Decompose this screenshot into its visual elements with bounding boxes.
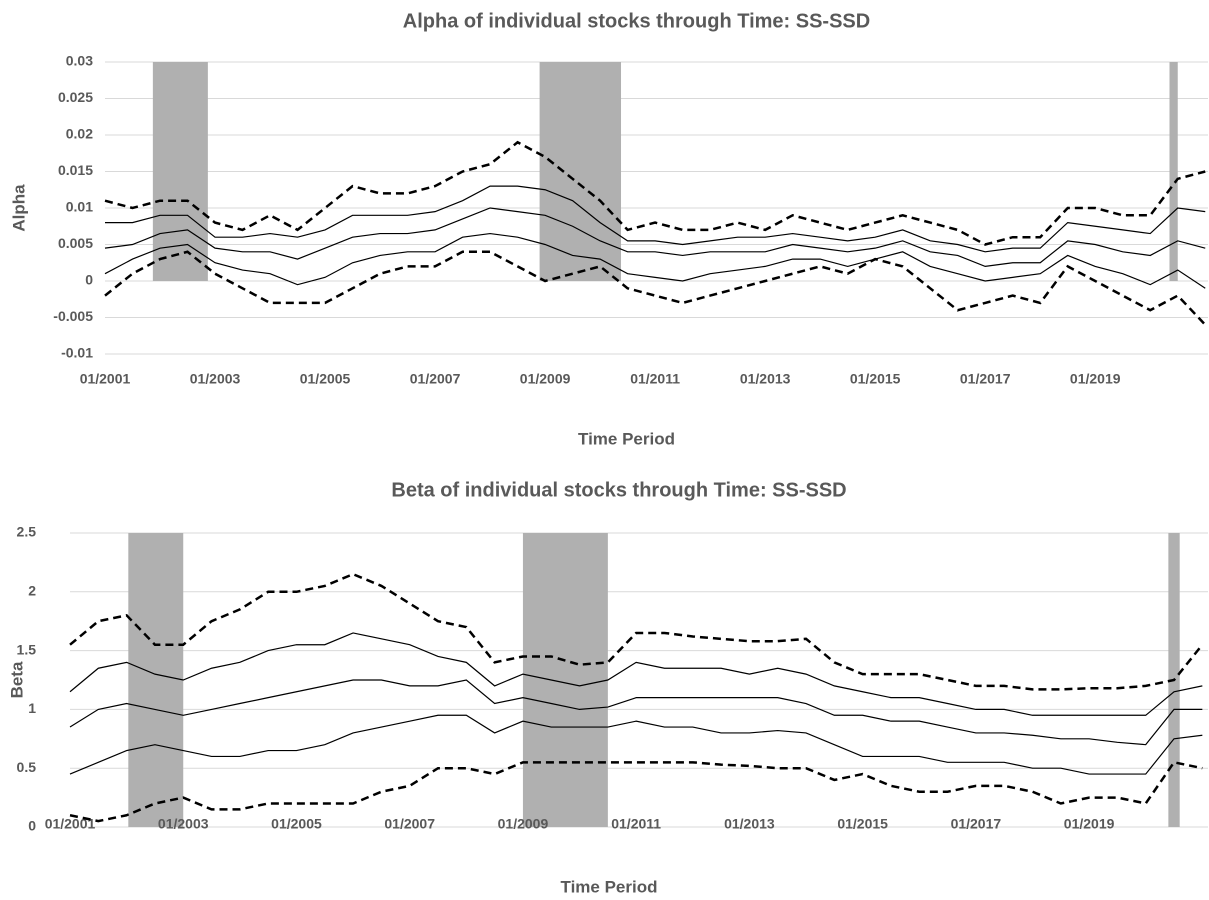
quantile-line — [105, 185, 1206, 253]
x-tick-label: 01/2013 — [724, 816, 775, 832]
chart-title: Alpha of individual stocks through Time:… — [403, 10, 870, 32]
x-tick-label: 01/2011 — [630, 371, 680, 387]
shaded-period — [539, 62, 622, 281]
y-tick-label: 0.02 — [66, 126, 93, 142]
shaded-period — [1169, 62, 1178, 281]
x-tick-label: 01/2003 — [190, 371, 241, 387]
x-tick-label: 01/2019 — [1070, 371, 1121, 387]
quantile-line — [104, 207, 1206, 268]
y-tick-label: 0.03 — [66, 53, 93, 69]
x-tick-label: 01/2003 — [158, 816, 209, 832]
band-line — [69, 572, 1204, 691]
y-tick-label: 2 — [28, 583, 36, 599]
y-tick-label: 0.01 — [66, 199, 93, 215]
y-tick-label: 0 — [28, 818, 36, 834]
band-line — [104, 140, 1206, 246]
chart-title: Beta of individual stocks through Time: … — [391, 479, 846, 501]
quantile-line — [69, 714, 1203, 775]
band-line — [69, 760, 1203, 823]
y-tick-label: 0 — [85, 272, 93, 288]
y-tick-label: -0.005 — [53, 308, 93, 324]
y-tick-label: 2.5 — [17, 524, 37, 540]
y-tick-label: 1.5 — [17, 641, 37, 657]
quantile-line — [69, 679, 1203, 746]
y-axis-label: Alpha — [9, 184, 28, 232]
band-line — [104, 250, 1207, 326]
y-tick-label: 0.015 — [58, 162, 93, 178]
x-tick-label: 01/2013 — [740, 371, 791, 387]
x-tick-label: 01/2007 — [384, 816, 435, 832]
x-tick-label: 01/2019 — [1064, 816, 1115, 832]
x-tick-label: 01/2017 — [951, 816, 1002, 832]
quantile-line — [69, 632, 1203, 716]
x-tick-label: 01/2001 — [80, 371, 131, 387]
shaded-period — [522, 533, 608, 827]
x-tick-label: 01/2011 — [611, 816, 661, 832]
x-tick-label: 01/2005 — [271, 816, 322, 832]
x-tick-label: 01/2009 — [520, 371, 571, 387]
quantile-line — [104, 232, 1206, 289]
x-tick-label: 01/2015 — [837, 816, 888, 832]
shaded-period — [128, 533, 184, 827]
x-tick-label: 01/2005 — [300, 371, 351, 387]
shaded-period — [152, 62, 208, 281]
x-axis-label: Time Period — [561, 877, 658, 896]
x-tick-label: 01/2001 — [45, 816, 96, 832]
y-axis-label: Beta — [7, 661, 26, 698]
y-tick-label: 1 — [28, 700, 36, 716]
x-tick-label: 01/2015 — [850, 371, 901, 387]
x-tick-label: 01/2009 — [498, 816, 549, 832]
y-tick-label: 0.5 — [17, 759, 37, 775]
x-tick-label: 01/2007 — [410, 371, 461, 387]
y-tick-label: -0.01 — [61, 345, 93, 361]
x-tick-label: 01/2017 — [960, 371, 1011, 387]
y-tick-label: 0.005 — [58, 235, 93, 251]
y-tick-label: 0.025 — [58, 89, 93, 105]
x-axis-label: Time Period — [578, 429, 675, 448]
